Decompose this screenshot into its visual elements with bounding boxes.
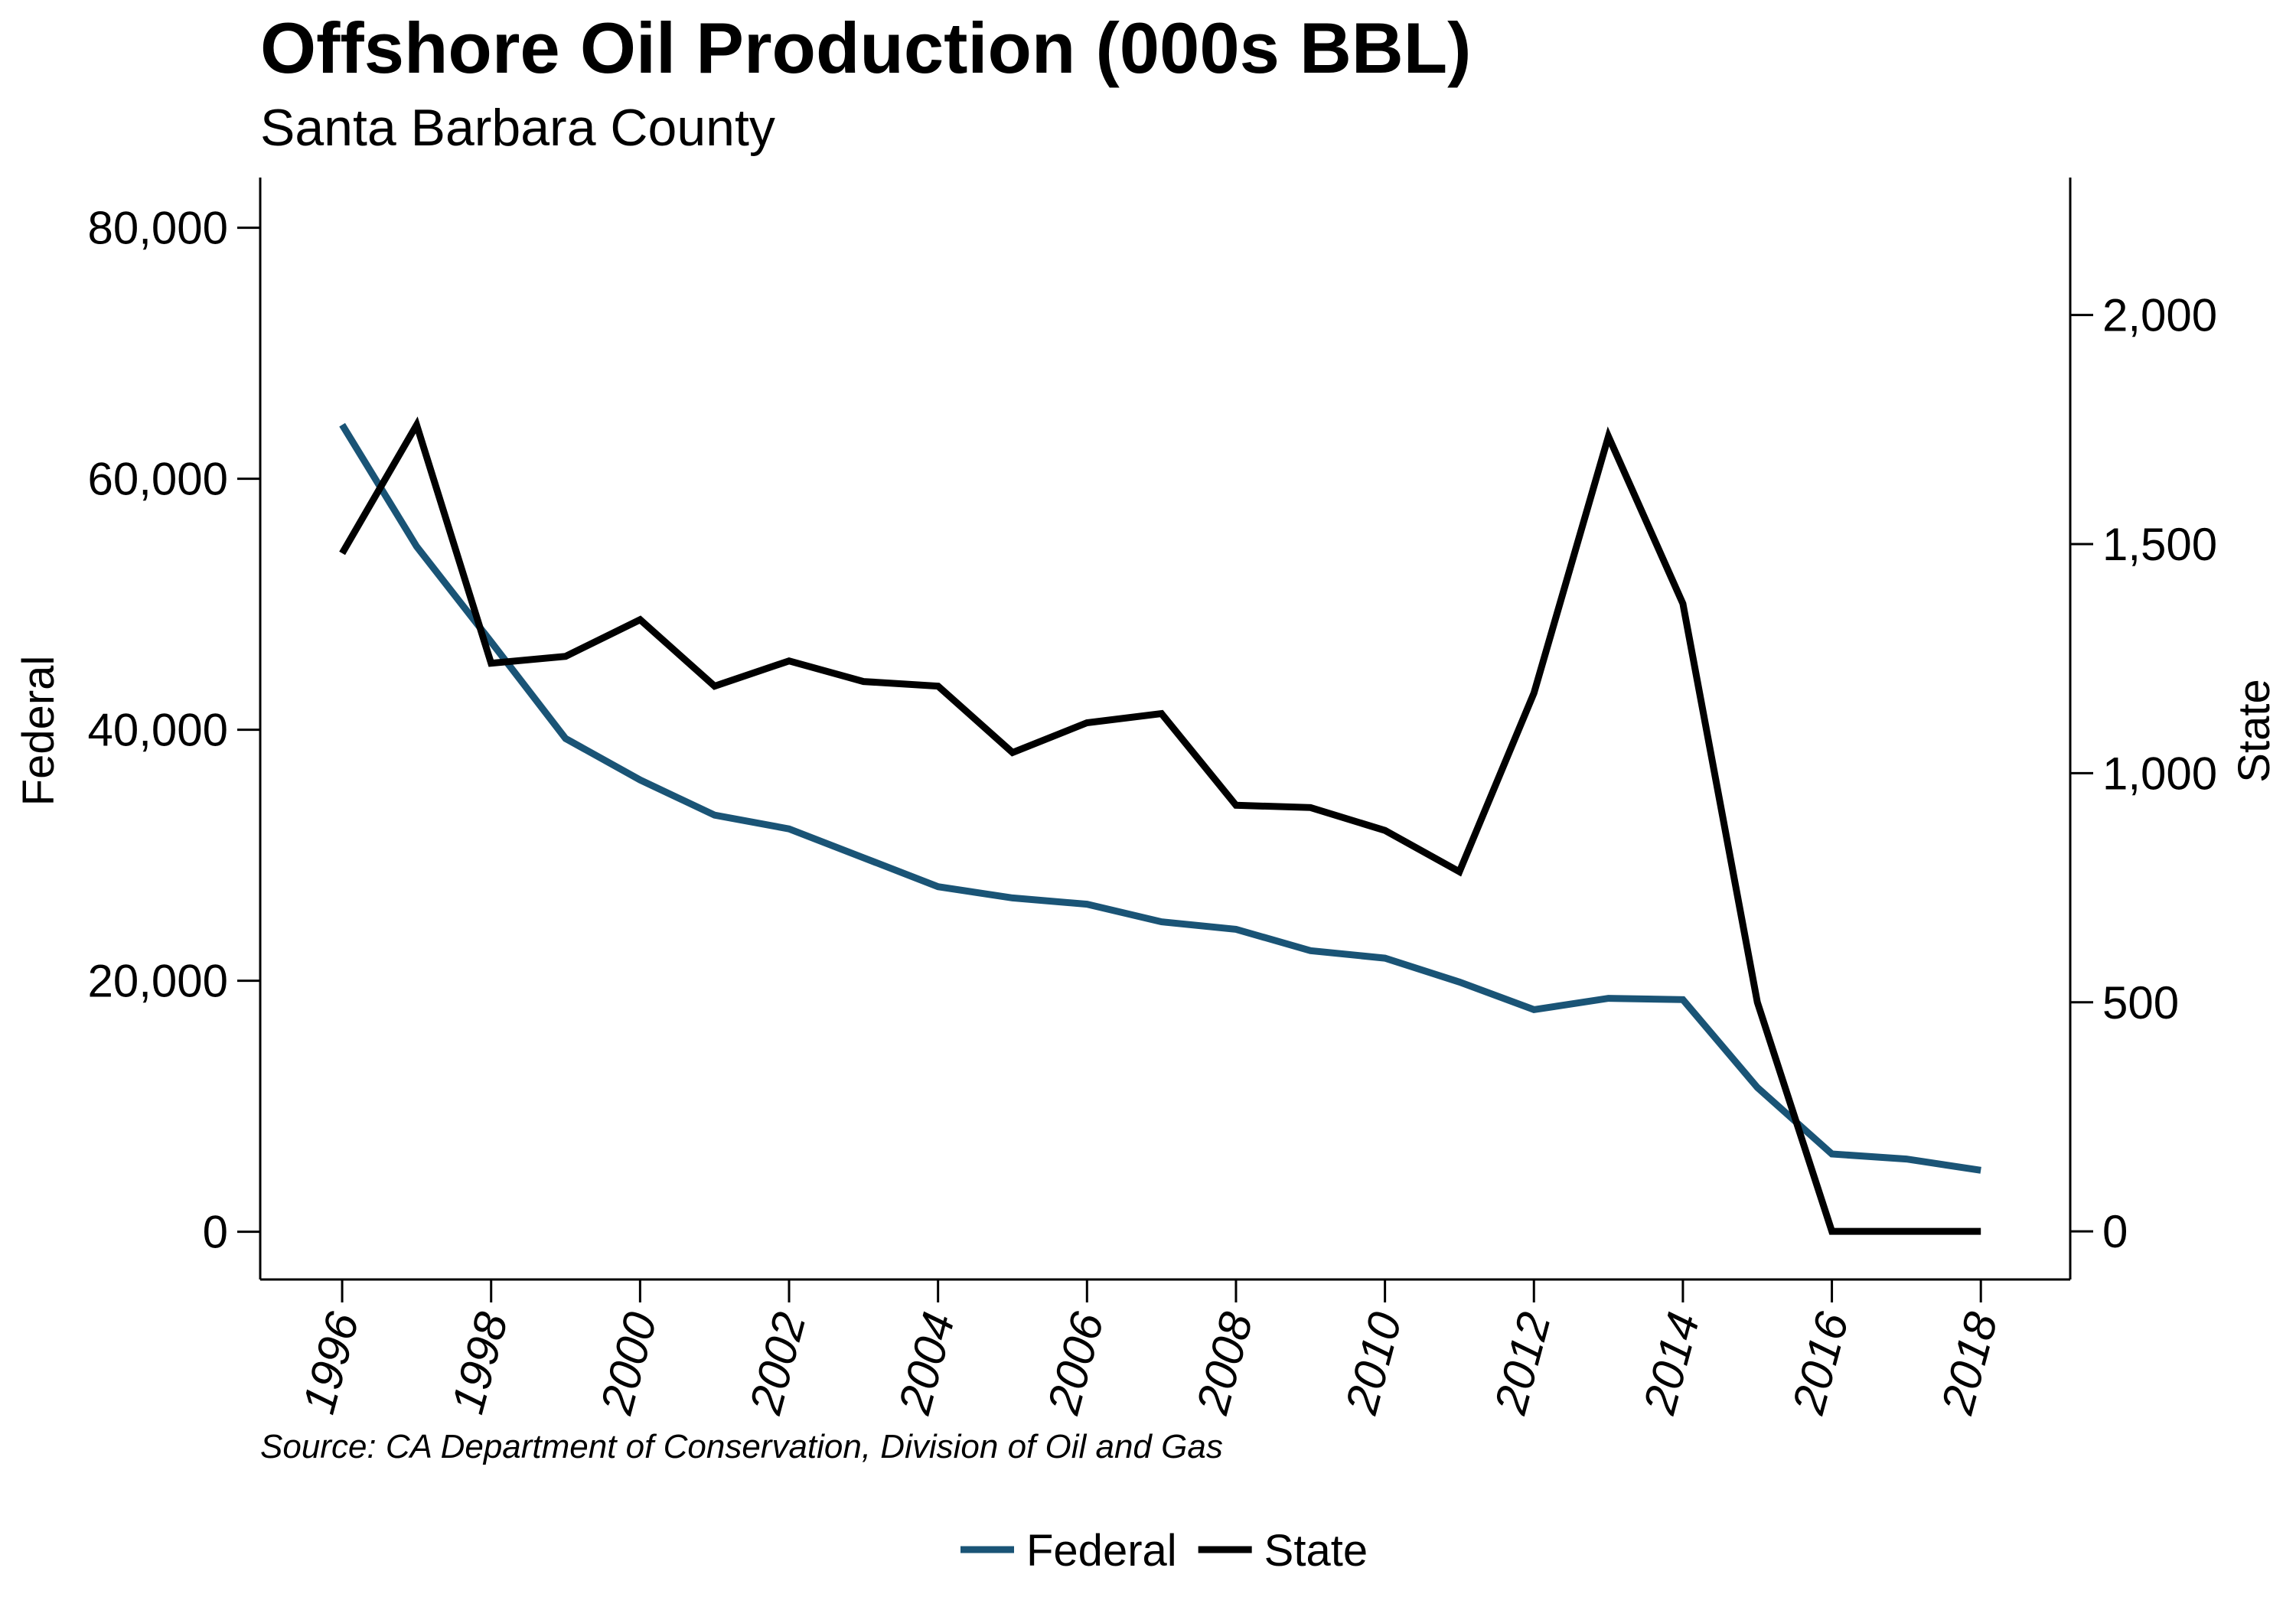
chart-subtitle: Santa Barbara County bbox=[260, 99, 775, 157]
legend-label-state: State bbox=[1264, 1526, 1368, 1576]
x-tick-label: 2006 bbox=[1037, 1306, 1114, 1420]
legend: Federal State bbox=[960, 1526, 1368, 1576]
x-tick-label: 1996 bbox=[292, 1306, 368, 1419]
left-tick-label: 80,000 bbox=[87, 203, 228, 254]
right-tick-label: 500 bbox=[2102, 977, 2179, 1028]
right-axis-title: State bbox=[2229, 679, 2279, 782]
left-tick-label: 20,000 bbox=[87, 956, 228, 1007]
x-tick-label: 2000 bbox=[590, 1307, 667, 1420]
series-line-state bbox=[339, 416, 1981, 1235]
x-tick-label: 2018 bbox=[1931, 1306, 2007, 1420]
x-tick-label: 2008 bbox=[1186, 1306, 1263, 1420]
x-tick-label: 1998 bbox=[442, 1306, 517, 1419]
x-tick-label: 2010 bbox=[1336, 1307, 1412, 1420]
source-note: Source: CA Department of Conservation, D… bbox=[260, 1428, 1223, 1465]
left-tick-label: 0 bbox=[203, 1207, 228, 1258]
legend-label-federal: Federal bbox=[1026, 1526, 1177, 1576]
x-tick-label: 2002 bbox=[739, 1307, 816, 1420]
right-tick-label: 1,500 bbox=[2102, 519, 2217, 570]
chart-title: Offshore Oil Production (000s BBL) bbox=[260, 8, 1472, 88]
left-axis-title: Federal bbox=[14, 656, 64, 807]
x-tick-label: 2012 bbox=[1484, 1307, 1561, 1420]
right-tick-label: 0 bbox=[2102, 1206, 2128, 1257]
right-tick-label: 1,000 bbox=[2102, 748, 2217, 799]
plot-lines bbox=[339, 416, 1981, 1235]
right-tick-label: 2,000 bbox=[2102, 290, 2217, 341]
left-tick-label: 40,000 bbox=[87, 705, 228, 756]
x-tick-label: 2016 bbox=[1782, 1306, 1859, 1420]
x-tick-label: 2004 bbox=[889, 1307, 965, 1420]
left-tick-label: 60,000 bbox=[87, 454, 228, 505]
x-tick-label: 2014 bbox=[1633, 1307, 1710, 1420]
series-line-federal bbox=[339, 422, 1981, 1174]
